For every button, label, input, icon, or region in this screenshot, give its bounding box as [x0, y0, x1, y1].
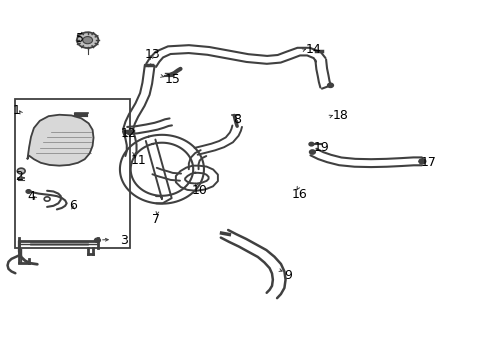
Text: 18: 18 [333, 109, 349, 122]
Text: 16: 16 [292, 188, 307, 201]
Text: 4: 4 [27, 190, 35, 203]
Text: 8: 8 [233, 113, 241, 126]
Text: 7: 7 [152, 213, 160, 226]
Text: 12: 12 [121, 127, 136, 140]
Text: 14: 14 [306, 42, 322, 55]
Text: 9: 9 [284, 269, 292, 282]
Bar [15, 99, 130, 248]
Text: 13: 13 [145, 48, 161, 61]
Circle shape [309, 142, 314, 146]
Circle shape [419, 159, 426, 164]
Circle shape [95, 238, 100, 242]
Circle shape [310, 150, 316, 154]
Text: 3: 3 [121, 234, 128, 247]
Text: 11: 11 [130, 154, 146, 167]
Text: 15: 15 [164, 73, 180, 86]
Text: 5: 5 [76, 32, 84, 45]
Circle shape [17, 168, 25, 174]
Circle shape [328, 83, 333, 87]
Circle shape [26, 190, 31, 193]
Text: 17: 17 [421, 156, 437, 168]
Text: 2: 2 [15, 170, 23, 183]
Circle shape [83, 37, 93, 44]
Text: 19: 19 [314, 141, 329, 154]
Polygon shape [27, 115, 94, 166]
Text: 1: 1 [13, 104, 21, 117]
Text: 10: 10 [191, 184, 207, 197]
Circle shape [77, 32, 98, 48]
Text: 6: 6 [69, 199, 77, 212]
